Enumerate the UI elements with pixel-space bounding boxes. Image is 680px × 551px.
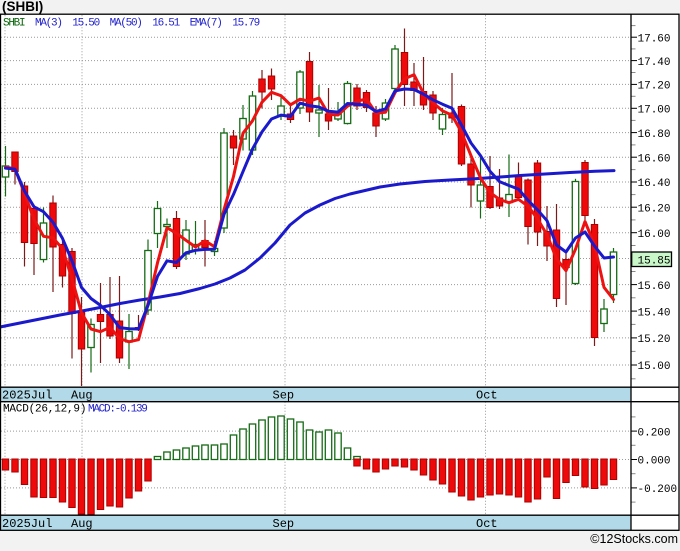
svg-text:16.20: 16.20 <box>638 203 671 215</box>
svg-text:-0.200: -0.200 <box>638 484 678 496</box>
svg-text:Oct: Oct <box>476 389 498 403</box>
svg-text:16.60: 16.60 <box>638 153 671 165</box>
svg-text:17.40: 17.40 <box>638 57 671 69</box>
svg-text:16.80: 16.80 <box>638 129 671 141</box>
svg-text:17.00: 17.00 <box>638 105 671 117</box>
svg-text:16.00: 16.00 <box>638 229 671 241</box>
svg-text:16.40: 16.40 <box>638 178 671 190</box>
svg-text:0.000: 0.000 <box>638 456 671 468</box>
svg-text:MACD(26,12,9): MACD(26,12,9) <box>3 404 86 416</box>
svg-text:15.85: 15.85 <box>638 255 671 267</box>
svg-text:15.20: 15.20 <box>638 334 671 346</box>
svg-text:0.200: 0.200 <box>638 427 671 439</box>
svg-text:2025Jul: 2025Jul <box>2 389 52 403</box>
svg-text:Aug: Aug <box>71 389 93 403</box>
svg-text:15.40: 15.40 <box>638 307 671 319</box>
svg-text:15.00: 15.00 <box>638 361 671 373</box>
svg-text:2025Jul: 2025Jul <box>2 517 52 531</box>
svg-text:Sep: Sep <box>273 517 295 531</box>
svg-text:SHBI MA(3) 15.50 MA(50) 16: SHBI MA(3) 15.50 MA(50) 16.51 EMA(7) 15.… <box>3 18 260 30</box>
svg-text:(SHBI): (SHBI) <box>2 0 43 14</box>
svg-text:Aug: Aug <box>71 517 93 531</box>
svg-text:15.60: 15.60 <box>638 281 671 293</box>
svg-text:Oct: Oct <box>476 517 498 531</box>
svg-text:MACD:-0.139: MACD:-0.139 <box>88 404 147 416</box>
svg-text:Sep: Sep <box>273 389 295 403</box>
svg-text:17.60: 17.60 <box>638 33 671 45</box>
svg-text:©12Stocks.com: ©12Stocks.com <box>590 532 678 546</box>
svg-text:17.20: 17.20 <box>638 81 671 93</box>
